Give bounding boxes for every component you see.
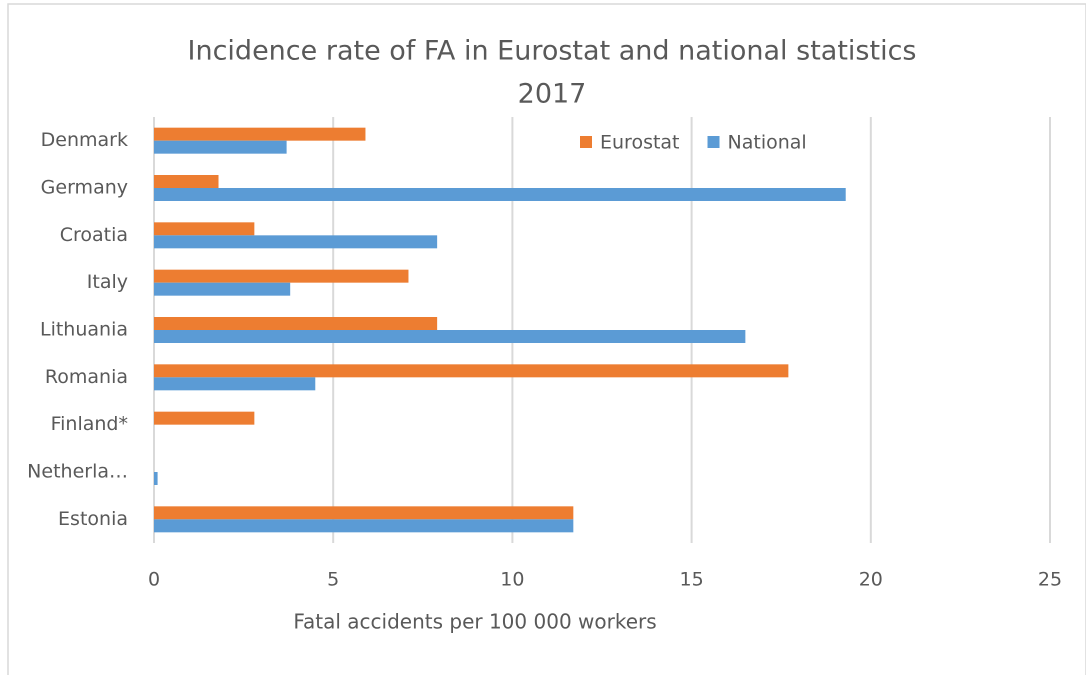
bar xyxy=(154,377,316,391)
bar xyxy=(154,364,789,378)
y-tick-label: Finland* xyxy=(51,413,128,435)
bar xyxy=(154,317,438,330)
y-tick-label: Lithuania xyxy=(40,319,128,341)
bar xyxy=(154,506,574,520)
x-tick-label: 10 xyxy=(500,569,524,591)
y-tick-label: Denmark xyxy=(41,129,128,151)
legend-label: National xyxy=(728,132,807,154)
bar xyxy=(154,175,219,188)
bar xyxy=(154,269,409,283)
x-tick-label: 20 xyxy=(859,569,883,591)
bar xyxy=(154,330,746,343)
bar xyxy=(154,282,291,296)
chart-title: 2017 xyxy=(518,79,587,110)
legend-swatch xyxy=(580,136,592,148)
bar xyxy=(154,411,255,425)
x-tick-label: 5 xyxy=(327,569,339,591)
chart-title: Incidence rate of FA in Eurostat and nat… xyxy=(188,36,917,67)
x-tick-label: 0 xyxy=(148,569,160,591)
legend-swatch xyxy=(707,136,720,148)
y-tick-label: Netherla… xyxy=(27,461,128,483)
x-axis-label: Fatal accidents per 100 000 workers xyxy=(293,610,656,634)
y-tick-label: Italy xyxy=(87,271,128,293)
bar xyxy=(154,188,846,201)
bar xyxy=(154,472,158,485)
legend-label: Eurostat xyxy=(600,132,680,154)
bar xyxy=(154,140,287,154)
y-tick-label: Romania xyxy=(45,366,128,388)
bar xyxy=(154,127,366,141)
x-tick-label: 15 xyxy=(680,569,704,591)
y-tick-label: Estonia xyxy=(58,508,128,530)
x-tick-label: 25 xyxy=(1038,569,1062,591)
y-tick-label: Croatia xyxy=(60,224,128,246)
bar xyxy=(154,235,438,249)
bar xyxy=(154,222,255,236)
y-tick-label: Germany xyxy=(41,177,128,199)
bar xyxy=(154,519,574,533)
